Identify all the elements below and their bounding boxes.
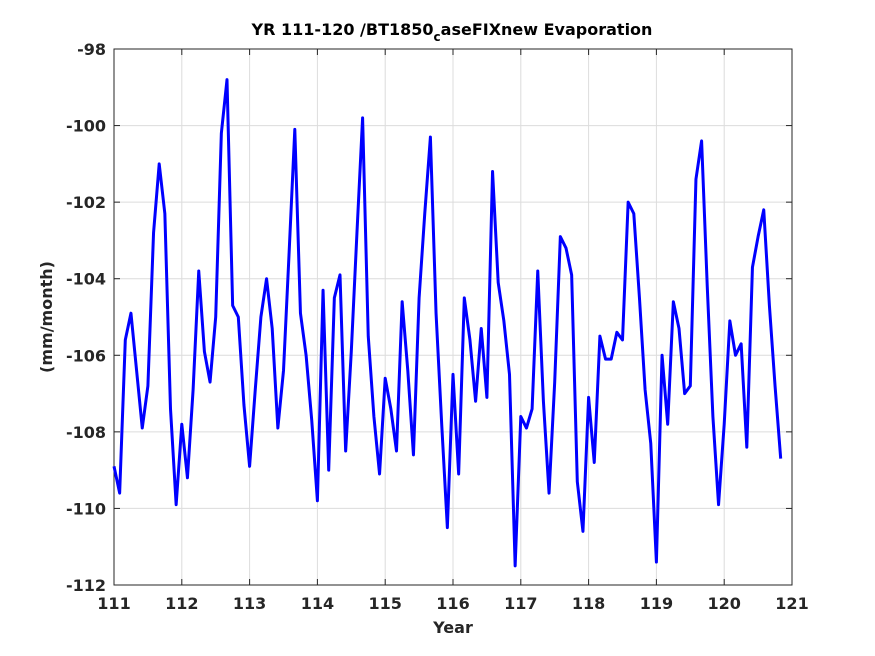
x-tick-label: 118	[572, 594, 605, 613]
y-tick-label: -112	[66, 576, 106, 595]
x-tick-label: 116	[436, 594, 469, 613]
y-tick-label: -104	[66, 270, 106, 289]
x-tick-label: 112	[165, 594, 198, 613]
chart-title-main: YR 111-120 /BT1850	[251, 20, 434, 39]
chart-title-rest: aseFIXnew Evaporation	[441, 20, 653, 39]
evaporation-series-line	[112, 78, 783, 568]
axis-ticks: 111 112 113 114 115 116 117 118 119 120 121 -98 -100…	[66, 40, 809, 613]
y-tick-label: -102	[66, 193, 106, 212]
y-axis-label: (mm/month)	[37, 261, 56, 373]
x-tick-label: 117	[504, 594, 537, 613]
y-tick-label: -108	[66, 423, 106, 442]
x-tick-label: 121	[775, 594, 808, 613]
y-tick-label: -106	[66, 346, 106, 365]
x-axis-label: Year	[432, 618, 473, 637]
chart-title: YR 111-120 /BT1850caseFIXnew Evaporation	[251, 20, 653, 44]
x-tick-label: 111	[97, 594, 130, 613]
series-group	[112, 78, 783, 568]
y-tick-label: -110	[66, 499, 106, 518]
y-tick-label: -98	[77, 40, 106, 59]
y-tick-label: -100	[66, 117, 106, 136]
x-tick-label: 115	[368, 594, 401, 613]
x-tick-label: 114	[301, 594, 334, 613]
x-tick-label: 120	[707, 594, 740, 613]
x-tick-label: 119	[640, 594, 673, 613]
x-tick-label: 113	[233, 594, 266, 613]
chart-title-subscript: c	[434, 30, 441, 44]
